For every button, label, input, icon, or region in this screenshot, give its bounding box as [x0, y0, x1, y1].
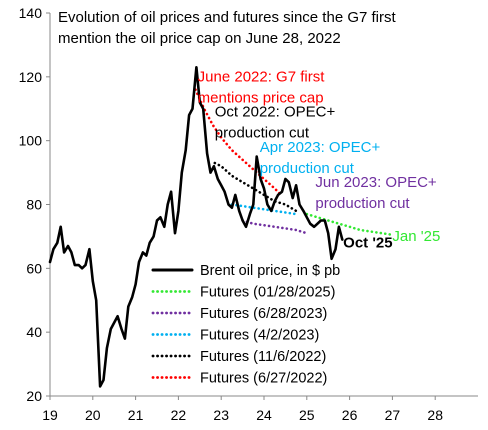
y-tick-label: 120: [19, 69, 43, 85]
legend-label: Futures (4/2/2023): [200, 328, 319, 344]
legend-label: Futures (6/28/2023): [200, 306, 327, 322]
x-tick-label: 28: [427, 407, 443, 423]
series-line-2: [241, 219, 309, 235]
series-line-0: [48, 66, 344, 388]
annotation-label: production cut: [260, 160, 355, 177]
x-tick-label: 25: [299, 407, 315, 423]
x-tick-label: 19: [42, 407, 58, 423]
annotation-label: Jun 2023: OPEC+: [315, 174, 437, 191]
y-tick-label: 60: [26, 260, 42, 276]
annotation-label: Oct '25: [343, 235, 392, 252]
y-tick-label: 40: [26, 324, 42, 340]
legend-label: Futures (11/6/2022): [200, 349, 326, 365]
chart-title: Evolution of oil prices and futures sinc…: [58, 9, 397, 47]
chart-legend: Brent oil price, in $ pb Futures (01/28/2…: [151, 263, 340, 387]
series-line-3: [230, 203, 298, 216]
y-tick-label: 140: [19, 5, 43, 21]
annotation-label: Apr 2023: OPEC+: [260, 139, 381, 156]
annotation-label: production cut: [215, 125, 310, 142]
x-tick-label: 20: [85, 407, 101, 423]
legend-label: Futures (01/28/2025): [200, 285, 335, 301]
chart-title-line: Evolution of oil prices and futures sinc…: [58, 9, 397, 26]
chart-title-line: mention the oil price cap on June 28, 20…: [58, 30, 341, 47]
x-tick-label: 26: [342, 407, 358, 423]
x-tick-label: 24: [256, 407, 272, 423]
series-line-5: [194, 88, 283, 197]
x-tick-label: 27: [385, 407, 401, 423]
y-tick-label: 100: [19, 133, 43, 149]
series-lines: [48, 66, 394, 388]
series-line-1: [305, 212, 394, 237]
x-tick-label: 22: [171, 407, 187, 423]
legend-label: Brent oil price, in $ pb: [200, 263, 340, 279]
annotation-label: mentions price cap: [198, 90, 324, 107]
x-tick-label: 21: [128, 407, 144, 423]
y-tick-label: 20: [26, 388, 42, 404]
annotation-label: Oct 2022: OPEC+: [215, 104, 336, 121]
annotation-label: Jan '25: [392, 228, 440, 245]
x-tick-label: 23: [213, 407, 229, 423]
y-tick-label: 80: [26, 197, 42, 213]
legend-label: Futures (6/27/2022): [200, 371, 327, 387]
annotation-label: June 2022: G7 first: [198, 69, 326, 86]
annotation-label: production cut: [315, 195, 410, 212]
